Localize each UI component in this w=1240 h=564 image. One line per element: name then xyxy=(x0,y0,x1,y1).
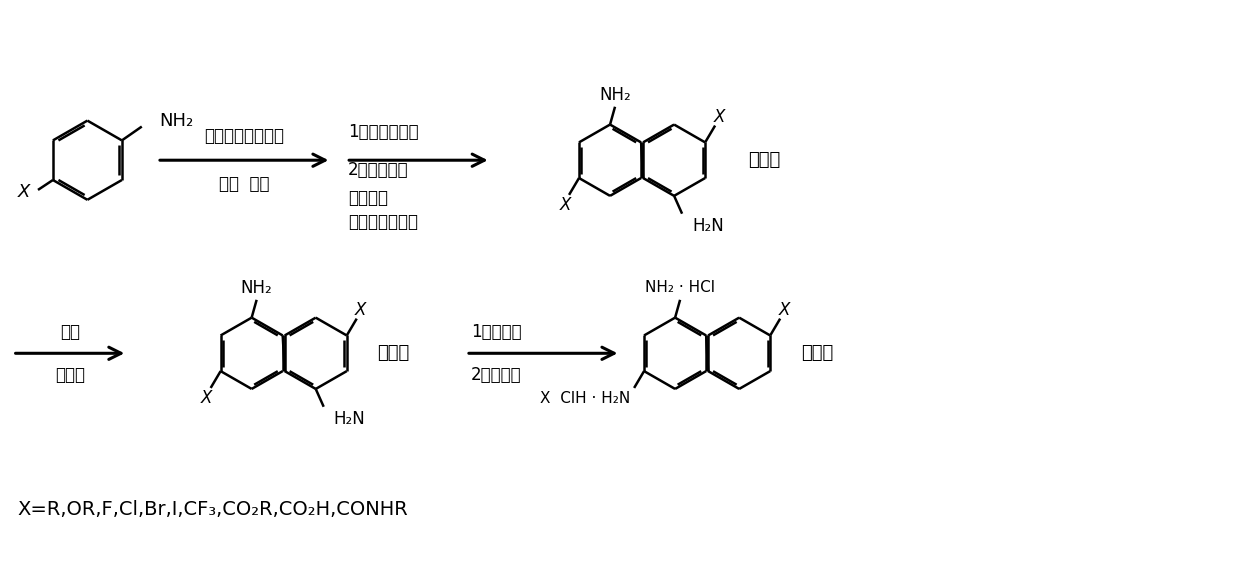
Text: X: X xyxy=(779,301,790,319)
Text: 1）亚硫酸氢钠: 1）亚硫酸氢钠 xyxy=(348,124,419,142)
Text: X: X xyxy=(201,389,212,407)
Text: NH₂: NH₂ xyxy=(241,279,273,297)
Text: X: X xyxy=(559,196,570,214)
Text: H₂N: H₂N xyxy=(334,409,366,428)
Text: 1）稀盐酸: 1）稀盐酸 xyxy=(471,323,522,341)
Text: 醋酸  氧气: 醋酸 氧气 xyxy=(219,175,269,193)
Text: （纯）: （纯） xyxy=(801,344,833,362)
Text: NH₂ · HCl: NH₂ · HCl xyxy=(645,280,715,296)
Text: X: X xyxy=(17,183,30,201)
Text: 过渡金属盐催化剂: 过渡金属盐催化剂 xyxy=(205,127,284,146)
Text: NH₂: NH₂ xyxy=(599,86,631,104)
Text: X: X xyxy=(713,108,724,126)
Text: 2）乙酸乙酯: 2）乙酸乙酯 xyxy=(348,161,409,179)
Text: X  ClH · H₂N: X ClH · H₂N xyxy=(539,391,630,406)
Text: 2）浓盐酸: 2）浓盐酸 xyxy=(471,366,522,384)
Text: X: X xyxy=(355,301,366,319)
Text: X=R,OR,F,Cl,Br,I,CF₃,CO₂R,CO₂H,CONHR: X=R,OR,F,Cl,Br,I,CF₃,CO₂R,CO₂H,CONHR xyxy=(17,500,408,519)
Text: NH₂: NH₂ xyxy=(160,112,193,130)
Text: 过滤、滤液蒸干: 过滤、滤液蒸干 xyxy=(348,213,418,231)
Text: （粗）: （粗） xyxy=(749,151,781,169)
Text: 甲苯: 甲苯 xyxy=(60,323,79,341)
Text: （纯）: （纯） xyxy=(377,344,409,362)
Text: 重结晶: 重结晶 xyxy=(55,366,86,384)
Text: H₂N: H₂N xyxy=(692,217,724,235)
Text: 加热溶解: 加热溶解 xyxy=(348,189,388,207)
